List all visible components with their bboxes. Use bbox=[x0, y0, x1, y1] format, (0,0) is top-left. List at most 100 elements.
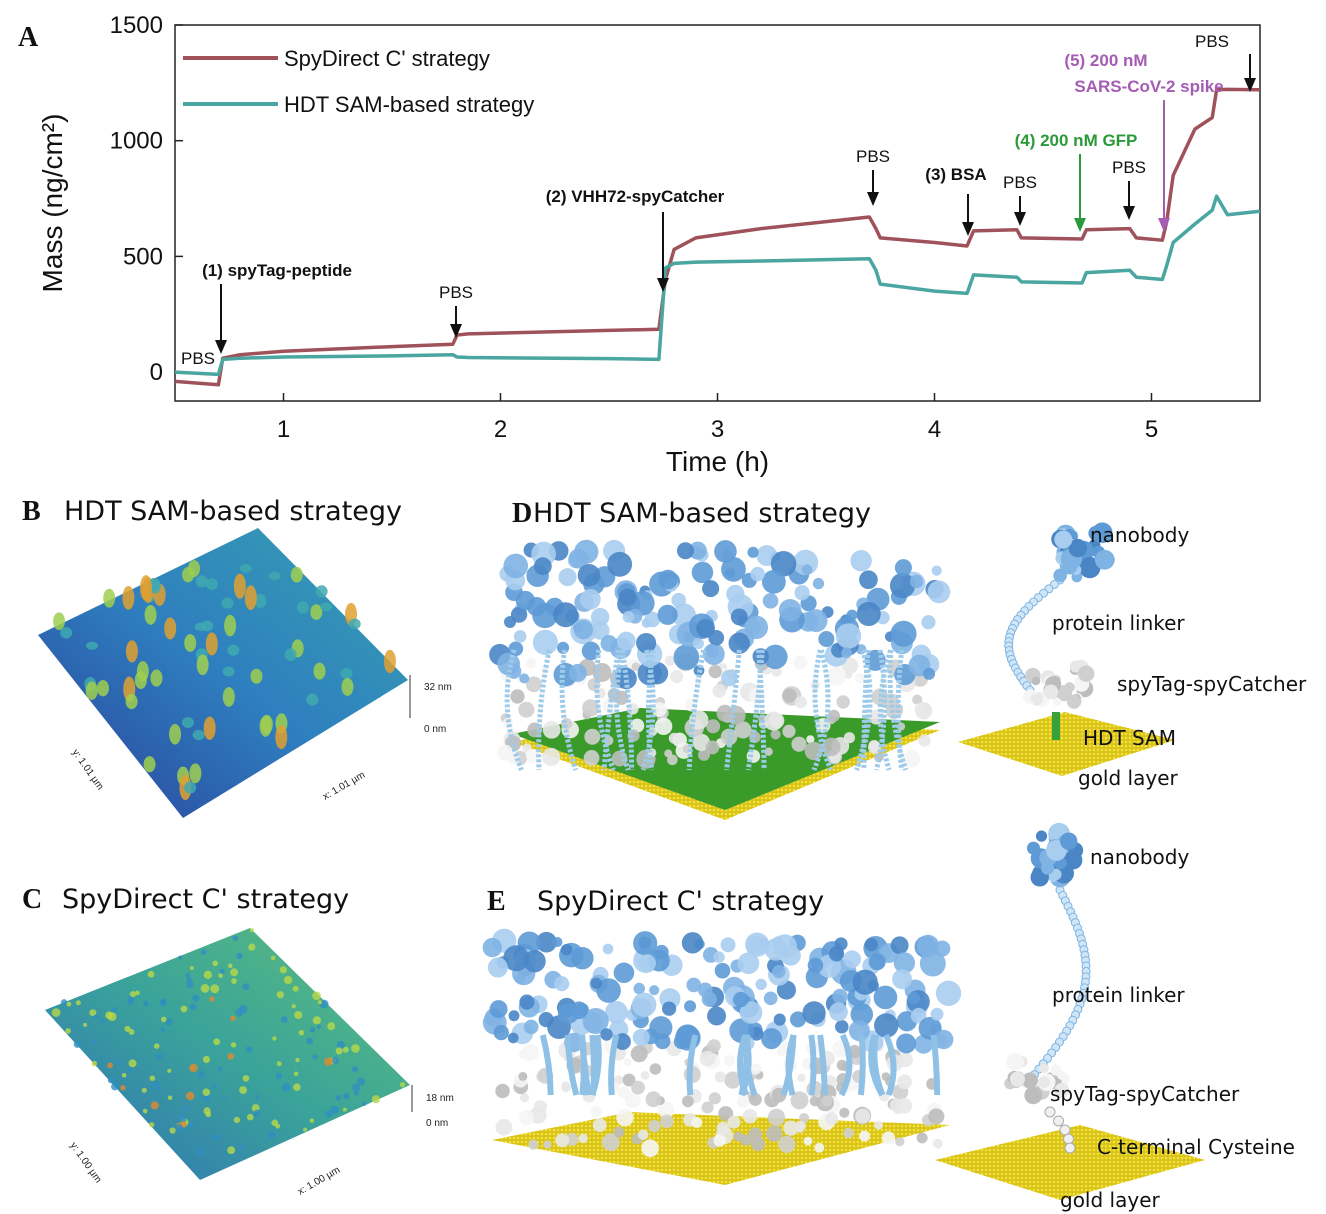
molecule bbox=[1053, 698, 1061, 706]
afm-peak bbox=[384, 650, 396, 673]
molecule bbox=[725, 568, 735, 578]
afm-peak bbox=[204, 716, 216, 739]
molecule bbox=[671, 593, 686, 608]
afm-peak bbox=[336, 1047, 343, 1054]
molecule bbox=[519, 673, 529, 683]
molecule bbox=[518, 702, 534, 718]
molecule bbox=[495, 1084, 509, 1098]
molecule bbox=[673, 644, 699, 670]
molecule bbox=[662, 1002, 676, 1016]
molecule bbox=[779, 599, 802, 622]
molecule bbox=[762, 570, 786, 594]
molecule bbox=[693, 638, 704, 649]
molecule bbox=[773, 934, 797, 958]
molecule bbox=[791, 737, 806, 752]
legend-label: HDT SAM-based strategy bbox=[284, 92, 534, 117]
molecule bbox=[933, 1139, 943, 1149]
molecule bbox=[715, 1071, 726, 1082]
molecule bbox=[923, 668, 935, 680]
linker bbox=[582, 1035, 584, 1095]
afm-peak bbox=[184, 781, 196, 793]
molecule bbox=[519, 995, 534, 1010]
molecule bbox=[724, 1055, 735, 1066]
afm-peak bbox=[227, 1146, 235, 1154]
arrow-head bbox=[1123, 206, 1135, 220]
z-min-label: 0 nm bbox=[426, 1118, 448, 1129]
molecule bbox=[555, 1133, 569, 1147]
molecule bbox=[682, 1095, 694, 1107]
molecule bbox=[772, 965, 785, 978]
molecule bbox=[705, 741, 719, 755]
afm-peak bbox=[271, 956, 276, 961]
molecule bbox=[836, 695, 849, 708]
afm-peak bbox=[166, 1019, 173, 1026]
afm-peak bbox=[213, 1038, 220, 1045]
molecule bbox=[749, 1093, 762, 1106]
afm-peak bbox=[182, 567, 194, 582]
molecule bbox=[707, 1039, 721, 1053]
afm-peak bbox=[292, 1004, 296, 1008]
molecule bbox=[854, 673, 864, 683]
afm-peak bbox=[61, 999, 67, 1005]
molecule bbox=[931, 1008, 944, 1021]
molecule bbox=[874, 1121, 883, 1130]
afm-peak bbox=[83, 1023, 87, 1027]
molecule bbox=[777, 1047, 786, 1056]
afm-surface bbox=[45, 928, 410, 1180]
molecule bbox=[805, 609, 828, 632]
molecule bbox=[1036, 831, 1047, 842]
molecule bbox=[721, 937, 736, 952]
afm-peak bbox=[341, 678, 353, 696]
sam-molecule bbox=[1052, 712, 1060, 740]
afm-peak bbox=[169, 724, 181, 745]
molecule bbox=[641, 1139, 659, 1157]
molecule bbox=[778, 1136, 795, 1153]
afm-peak bbox=[324, 1057, 333, 1066]
afm-peak bbox=[120, 1085, 125, 1090]
afm-peak bbox=[92, 1039, 97, 1044]
molecule bbox=[638, 954, 656, 972]
afm-peak bbox=[341, 668, 353, 679]
afm-peak bbox=[220, 969, 225, 974]
afm-peak bbox=[231, 1042, 236, 1047]
molecule bbox=[682, 932, 703, 953]
afm-peak bbox=[127, 1067, 132, 1072]
model-label: protein linker bbox=[1052, 983, 1185, 1007]
x-tick-label: 2 bbox=[494, 416, 507, 443]
z-min-label: 0 nm bbox=[424, 724, 446, 735]
annotation: PBS bbox=[1195, 32, 1229, 51]
molecule bbox=[796, 1124, 805, 1133]
afm-peak bbox=[343, 1108, 347, 1112]
afm-peak bbox=[246, 1046, 253, 1053]
molecule bbox=[696, 619, 715, 638]
afm-peak bbox=[227, 645, 239, 656]
molecule bbox=[483, 938, 502, 957]
afm-peak bbox=[227, 1053, 234, 1060]
molecule bbox=[534, 557, 552, 575]
molecule bbox=[1038, 1076, 1050, 1088]
molecule bbox=[755, 979, 766, 990]
afm-peak bbox=[284, 976, 292, 984]
molecule bbox=[850, 550, 871, 571]
afm-peak bbox=[65, 1028, 71, 1034]
afm-peak bbox=[268, 1131, 276, 1139]
afm-peak bbox=[193, 730, 205, 740]
molecule bbox=[867, 980, 878, 991]
afm-peak bbox=[66, 1002, 71, 1007]
molecule bbox=[578, 564, 601, 587]
molecule bbox=[1054, 531, 1072, 549]
afm-peak bbox=[189, 763, 201, 783]
panel-title: SpyDirect C' strategy bbox=[537, 886, 824, 917]
afm-peak bbox=[161, 1027, 166, 1032]
molecule bbox=[631, 1081, 645, 1095]
afm-peak bbox=[213, 1135, 220, 1142]
model-label: gold layer bbox=[1060, 1188, 1160, 1212]
molecule bbox=[910, 575, 923, 588]
afm-peak bbox=[294, 1071, 299, 1076]
molecule bbox=[554, 976, 569, 991]
afm-peak bbox=[362, 1102, 367, 1107]
cysteine-bead bbox=[1060, 1125, 1070, 1135]
molecule bbox=[1060, 833, 1077, 850]
molecule bbox=[618, 1087, 630, 1099]
afm-peak bbox=[306, 694, 318, 706]
